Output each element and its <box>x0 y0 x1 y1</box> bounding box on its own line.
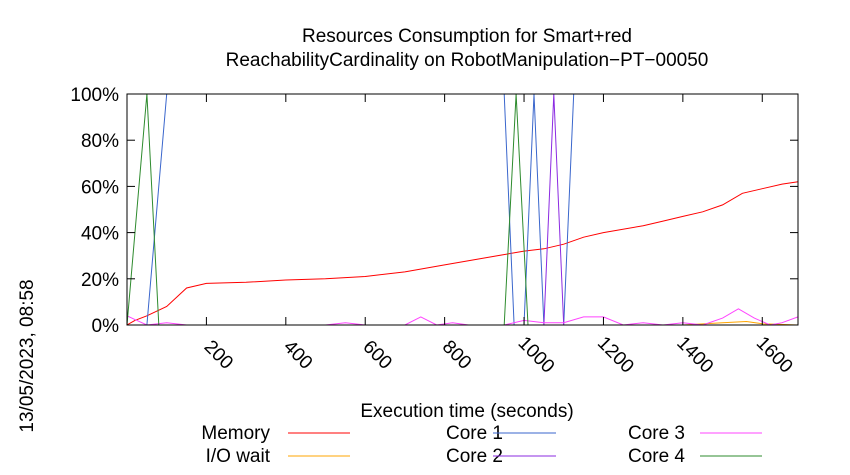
timestamp-label: 13/05/2023, 08:58 <box>17 279 38 432</box>
x-axis-label: Execution time (seconds) <box>360 401 573 422</box>
x-tick-label: 1200 <box>593 333 638 378</box>
ticks-layer: 0% 20% 40% 60% 80% 100% 200 400 600 800 1000 1200 14… <box>70 85 798 377</box>
y-tick-label: 100% <box>70 85 119 106</box>
legend-label-i-o-wait: I/O wait <box>206 446 271 467</box>
x-tick-label: 1000 <box>514 333 559 378</box>
legend-label-core-2: Core 2 <box>446 446 503 467</box>
series-line-memory <box>126 181 799 326</box>
legend-label-core-3: Core 3 <box>628 423 685 444</box>
y-tick-label: 40% <box>81 224 119 245</box>
legend-label-memory: Memory <box>201 423 270 444</box>
series-line-core-4 <box>126 93 798 326</box>
legend-label-core-4: Core 4 <box>628 446 685 467</box>
series-line-core-2 <box>127 93 798 326</box>
y-tick-label: 0% <box>92 316 120 337</box>
y-tick-label: 80% <box>81 131 119 152</box>
chart-title-line1: Resources Consumption for Smart+red <box>302 26 632 47</box>
chart-title-line2: ReachabilityCardinality on RobotManipula… <box>226 50 709 71</box>
series-line-core-1 <box>127 93 798 326</box>
y-tick-label: 60% <box>81 177 119 198</box>
x-tick-label: 1600 <box>752 333 797 378</box>
x-tick-label: 600 <box>358 336 395 373</box>
x-tick-label: 1400 <box>672 333 717 378</box>
x-tick-label: 400 <box>279 336 316 373</box>
series-line-core-3 <box>126 308 799 326</box>
series-layer <box>126 93 799 326</box>
plot-frame <box>126 93 799 326</box>
y-tick-label: 20% <box>81 270 119 291</box>
axes-layer <box>126 93 799 326</box>
x-tick-label: 200 <box>200 336 237 373</box>
legend-label-core-1: Core 1 <box>446 423 503 444</box>
x-tick-label: 800 <box>438 336 475 373</box>
